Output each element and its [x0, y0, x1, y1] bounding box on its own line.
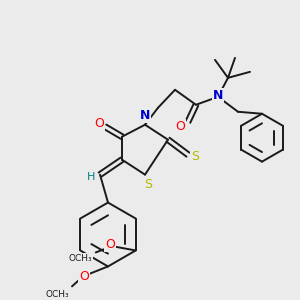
Text: O: O — [79, 270, 89, 283]
Text: H: H — [87, 172, 95, 182]
Text: S: S — [144, 178, 152, 191]
Text: N: N — [213, 89, 223, 102]
Text: N: N — [140, 109, 150, 122]
Text: OCH₃: OCH₃ — [68, 254, 92, 263]
Text: OCH₃: OCH₃ — [45, 290, 69, 299]
Text: O: O — [94, 117, 104, 130]
Text: S: S — [191, 150, 199, 163]
Text: O: O — [105, 238, 115, 251]
Text: O: O — [175, 120, 185, 133]
